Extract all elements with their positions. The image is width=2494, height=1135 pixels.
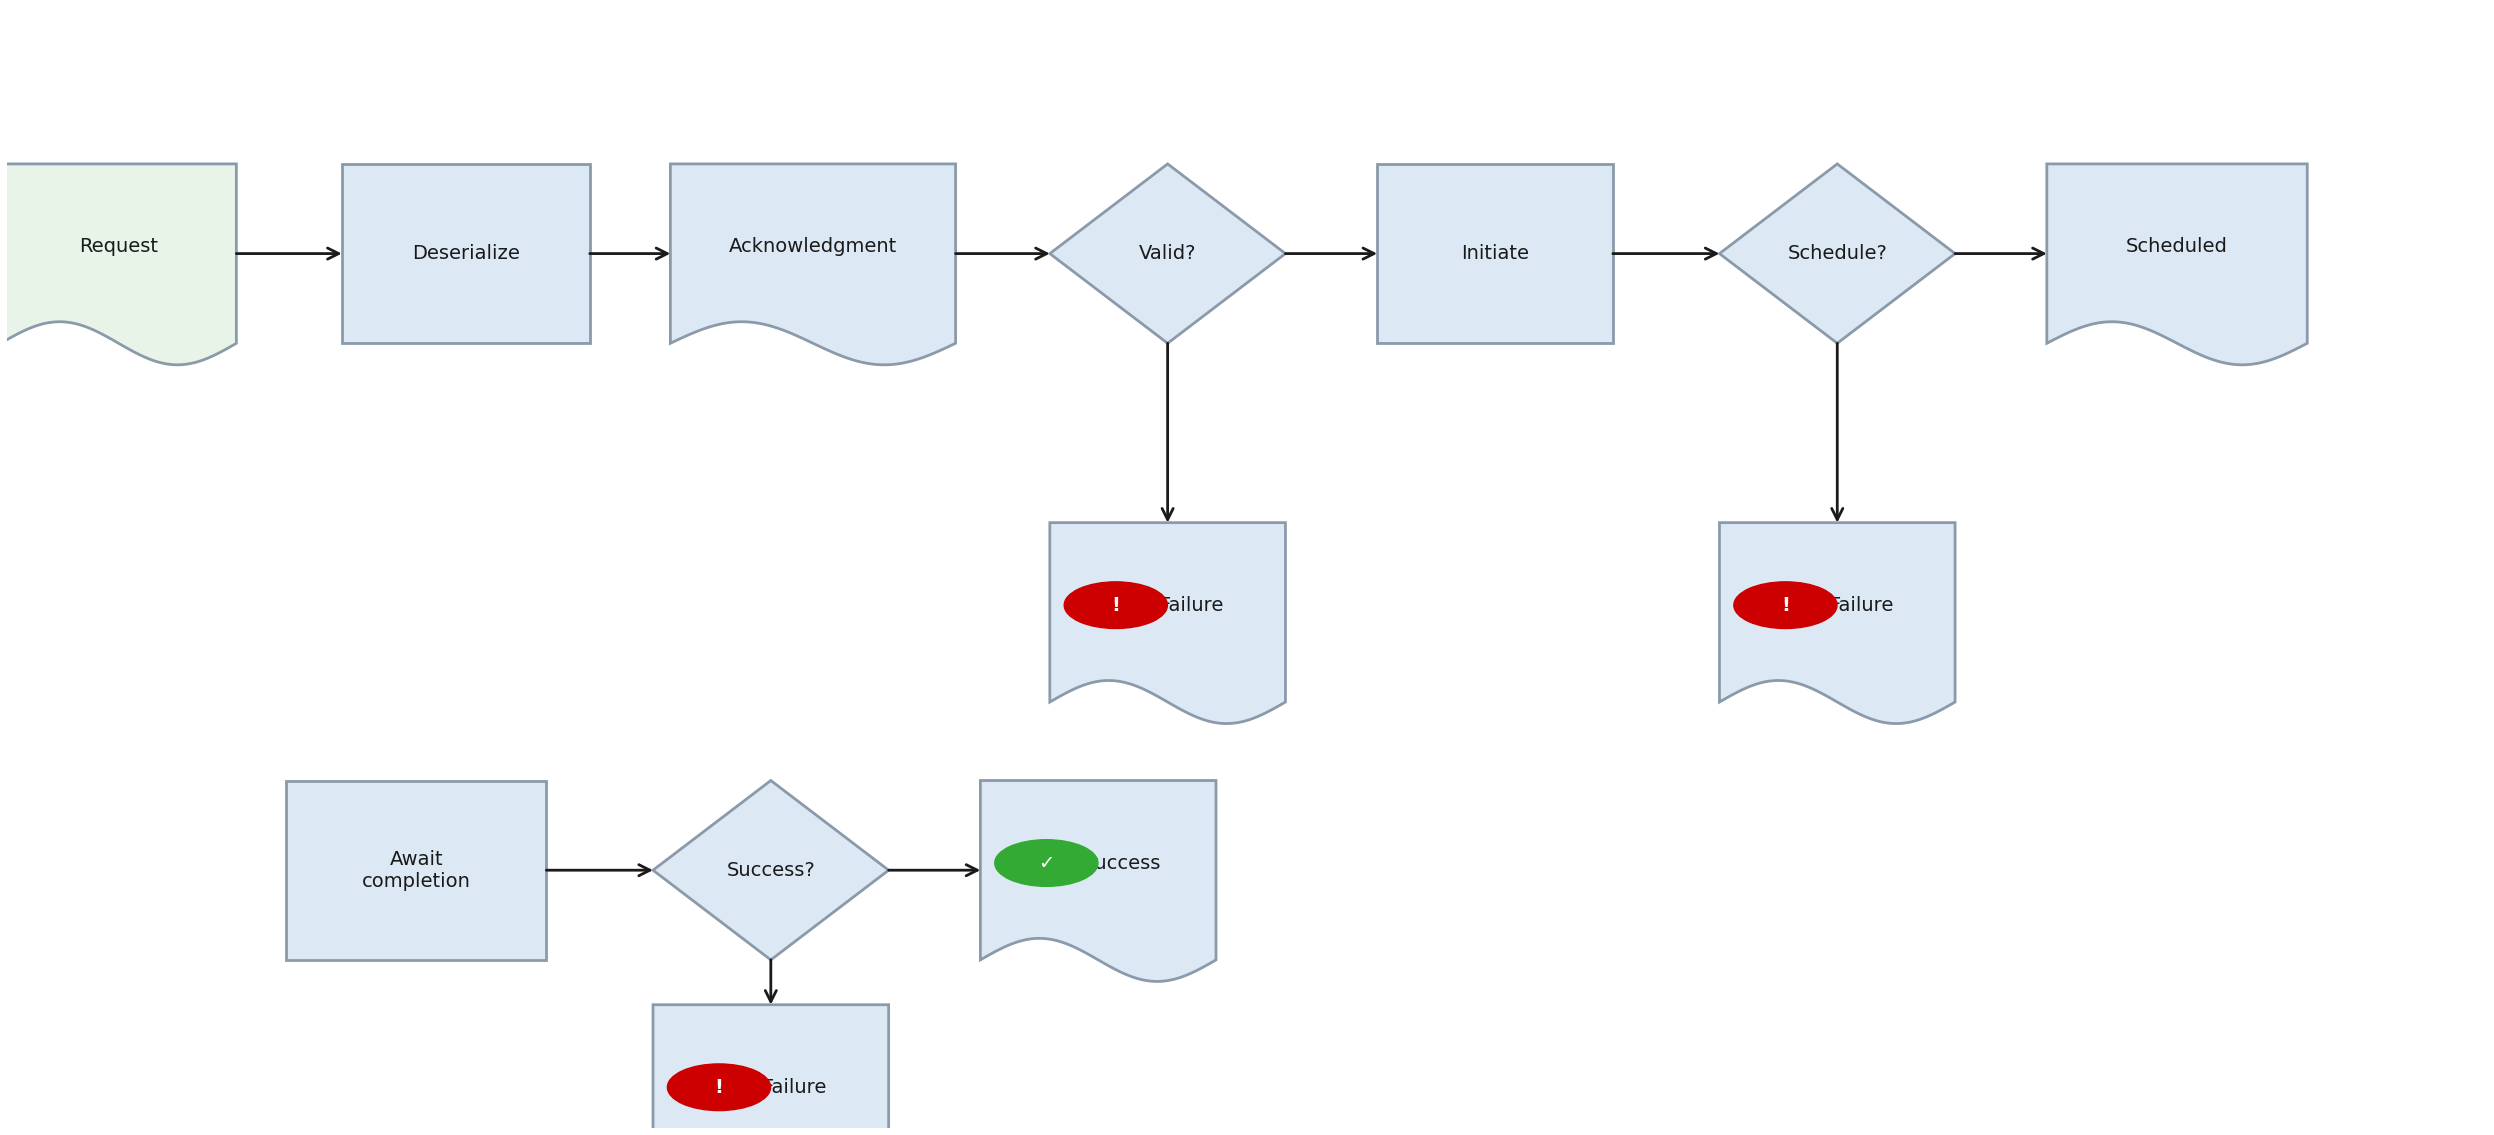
- Circle shape: [995, 840, 1097, 886]
- Polygon shape: [1718, 163, 1955, 343]
- Polygon shape: [342, 163, 589, 343]
- Circle shape: [1733, 582, 1838, 629]
- Polygon shape: [1050, 522, 1284, 723]
- Text: ✓: ✓: [1038, 854, 1055, 873]
- Text: Failure: Failure: [763, 1078, 826, 1096]
- Polygon shape: [1718, 522, 1955, 723]
- Text: Initiate: Initiate: [1461, 244, 1529, 263]
- Polygon shape: [671, 163, 955, 364]
- Polygon shape: [1050, 163, 1284, 343]
- Text: Failure: Failure: [1828, 596, 1893, 615]
- Text: Success: Success: [1082, 854, 1160, 873]
- Text: Failure: Failure: [1160, 596, 1225, 615]
- Polygon shape: [980, 781, 1217, 982]
- Polygon shape: [653, 1004, 888, 1135]
- Polygon shape: [2048, 163, 2307, 364]
- Circle shape: [668, 1063, 771, 1110]
- Text: Scheduled: Scheduled: [2125, 237, 2227, 255]
- Text: !: !: [716, 1078, 723, 1096]
- Polygon shape: [653, 781, 888, 960]
- Polygon shape: [1377, 163, 1614, 343]
- Text: Schedule?: Schedule?: [1788, 244, 1888, 263]
- Circle shape: [1065, 582, 1167, 629]
- Polygon shape: [287, 781, 546, 960]
- Text: Deserialize: Deserialize: [412, 244, 519, 263]
- Text: Request: Request: [80, 237, 157, 255]
- Text: Success?: Success?: [726, 860, 816, 880]
- Text: !: !: [1781, 596, 1791, 615]
- Text: Acknowledgment: Acknowledgment: [728, 237, 898, 255]
- Text: Valid?: Valid?: [1140, 244, 1197, 263]
- Polygon shape: [0, 163, 237, 364]
- Text: !: !: [1112, 596, 1120, 615]
- Text: Await
completion: Await completion: [362, 850, 471, 891]
